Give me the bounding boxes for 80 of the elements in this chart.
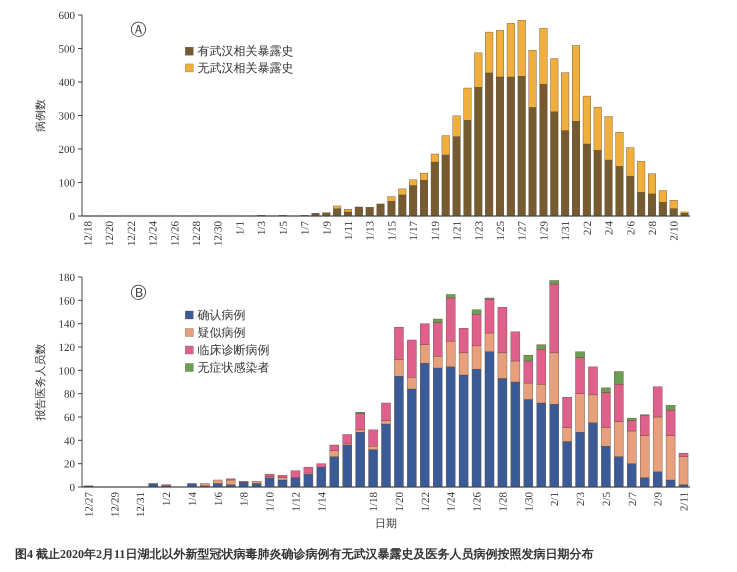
x-tick-label: 1/15 [386,220,398,241]
annotation: Ⓑ [130,284,147,302]
x-tick-label: 1/2 [161,492,174,506]
x-tick-label: 2/1 [549,492,562,506]
y-tick-label: 100 [58,365,76,378]
y-tick-label: 160 [58,295,76,308]
y-tick-label: 300 [58,110,76,122]
y-tick-label: 60 [64,412,76,424]
x-tick-label: 1/7 [300,220,312,236]
x-tick-label: 1/29 [538,220,550,241]
x-tick-label: 12/18 [82,220,94,246]
x-tick-label: 1/4 [186,492,199,506]
x-tick-label: 2/3 [575,492,588,506]
x-tick-label: 1/28 [497,492,510,512]
x-axis-title: 日期 [375,518,397,530]
x-tick-label: 2/2 [582,221,594,236]
x-tick-label: 12/30 [212,220,225,246]
x-tick-label: 1/9 [321,220,334,236]
y-tick-label: 600 [58,10,76,22]
legend-label: 临床诊断病例 [197,343,270,357]
y-tick-label: 200 [58,144,76,156]
legend-label: 无症状感染者 [197,360,270,374]
legend-label: 有武汉相关暴露史 [197,44,294,58]
x-tick-label: 12/26 [169,220,182,246]
x-tick-label: 1/5 [278,220,290,236]
x-tick-label: 1/19 [430,220,442,241]
x-tick-label: 1/26 [472,492,484,512]
y-tick-label: 400 [58,77,76,89]
y-tick-label: 180 [58,272,76,284]
y-tick-label: 0 [70,211,76,223]
x-tick-label: 1/12 [290,492,302,512]
x-tick-label: 12/29 [109,492,122,518]
y-tick-label: 140 [58,318,76,331]
x-tick-label: 1/27 [516,220,529,241]
x-tick-label: 1/10 [264,492,277,512]
x-tick-label: 1/18 [368,492,380,512]
x-tick-label: 1/23 [473,220,486,241]
x-tick-label: 12/27 [83,492,96,518]
x-tick-label: 2/8 [647,220,659,236]
x-tick-label: 12/24 [148,220,160,246]
x-tick-label: 12/22 [126,221,138,246]
y-tick-label: 80 [64,388,76,401]
y-tick-label: 500 [58,44,76,56]
x-tick-label: 1/25 [495,220,507,241]
x-tick-label: 12/31 [135,492,148,518]
x-tick-label: 2/6 [625,220,638,236]
x-tick-label: 2/7 [626,492,639,506]
x-tick-label: 12/28 [191,220,203,246]
x-tick-label: 1/20 [394,492,406,512]
x-tick-label: 2/5 [600,492,613,506]
legend-label: 疑似病例 [197,326,246,340]
x-tick-label: 1/13 [364,220,377,241]
y-tick-label: 20 [64,458,76,471]
legend-label: 确认病例 [196,308,246,322]
annotation: Ⓐ [130,21,147,40]
y-axis-title: 病例数 [34,99,47,132]
x-tick-label: 12/20 [104,220,116,246]
y-tick-label: 120 [58,342,76,354]
x-tick-label: 1/8 [238,492,251,506]
x-tick-label: 1/21 [452,221,464,241]
x-tick-label: 1/3 [256,220,268,236]
x-tick-label: 1/14 [316,492,328,512]
x-tick-label: 2/9 [652,492,665,506]
y-axis-title: 报告医务人员数 [34,344,47,422]
x-tick-label: 1/24 [446,492,458,512]
y-tick-label: 100 [58,178,76,190]
x-tick-label: 1/22 [420,492,432,512]
x-tick-label: 1/30 [523,492,536,512]
x-tick-label: 1/17 [408,220,420,241]
x-tick-label: 2/11 [678,492,691,512]
caption: 图4 截止2020年2月11日湖北以外新型冠状病毒肺炎确诊病例有无武汉暴露史及医务人员病例按照发病日期分布 [15,547,594,561]
x-tick-label: 1/11 [343,221,355,240]
x-tick-label: 1/31 [560,221,572,241]
x-tick-label: 1/6 [212,492,225,506]
x-tick-label: 2/10 [668,220,681,241]
x-tick-label: 2/4 [604,220,616,236]
y-tick-label: 0 [70,482,76,494]
y-tick-label: 40 [64,435,76,448]
x-tick-label: 1/1 [234,221,246,236]
legend-label: 无武汉相关暴露史 [197,60,294,75]
